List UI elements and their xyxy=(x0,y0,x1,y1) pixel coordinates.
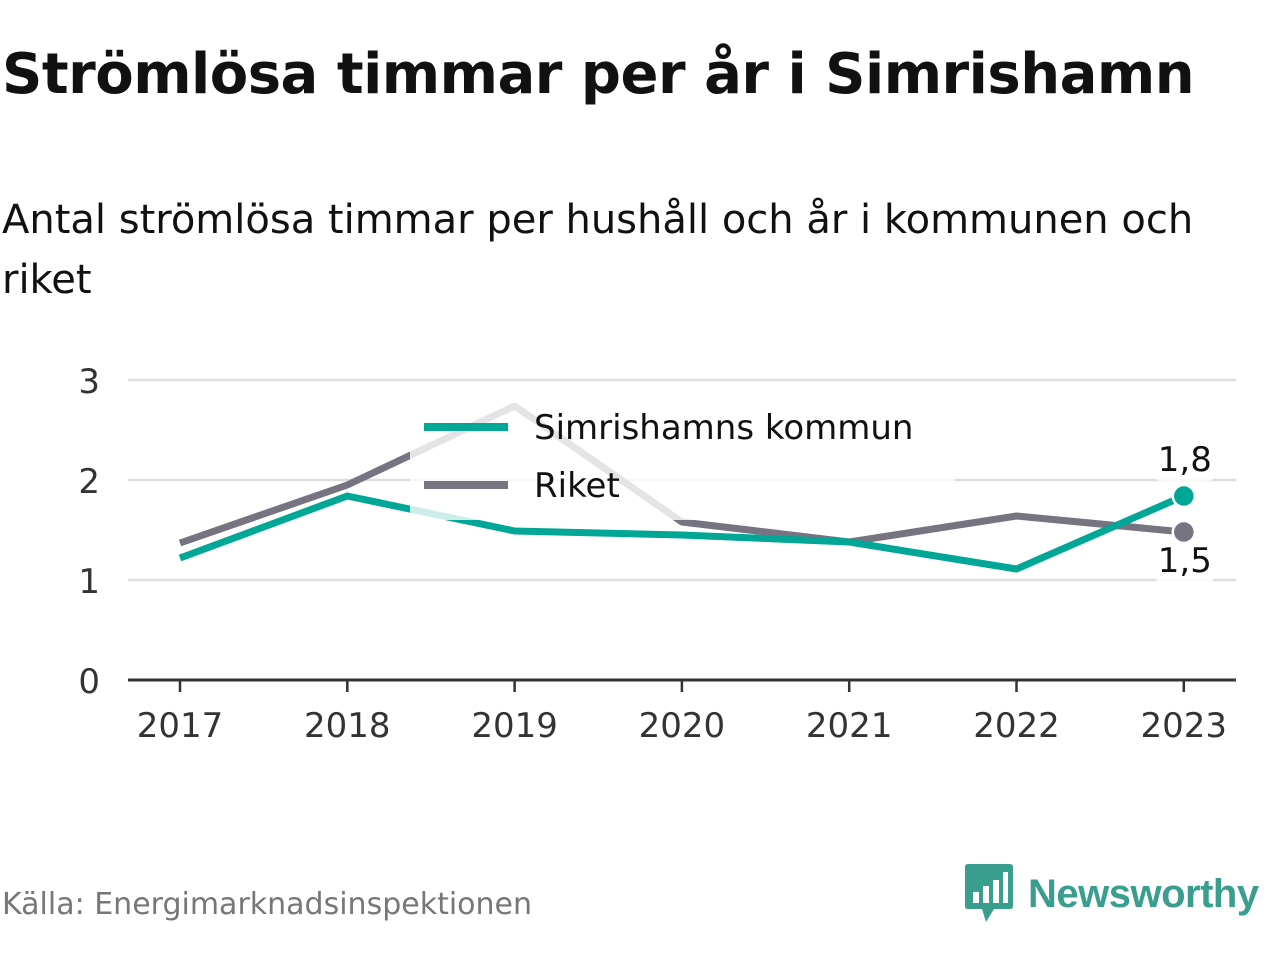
brand-logo: Newsworthy xyxy=(964,862,1259,926)
end-marker-simrishamn xyxy=(1171,483,1197,509)
end-value-label: 1,5 xyxy=(1158,541,1212,581)
y-tick-label: 3 xyxy=(78,362,100,402)
x-tick-label: 2019 xyxy=(471,706,558,746)
legend-label: Riket xyxy=(534,466,620,506)
end-marker-riket xyxy=(1171,519,1197,545)
y-tick-label: 2 xyxy=(78,462,100,502)
brand-name: Newsworthy xyxy=(1028,871,1259,916)
chart-subtitle: Antal strömlösa timmar per hushåll och å… xyxy=(2,197,1194,303)
x-tick-label: 2023 xyxy=(1141,706,1228,746)
x-axis: 2017 2018 2019 2020 2021 2022 2023 xyxy=(128,678,1236,746)
end-labels: 1,8 1,5 xyxy=(1154,440,1215,582)
y-tick-label: 1 xyxy=(78,562,100,602)
x-tick-label: 2021 xyxy=(806,706,893,746)
end-label-background xyxy=(1154,441,1215,481)
legend: Simrishamns kommun Riket xyxy=(410,400,955,520)
x-tick-label: 2018 xyxy=(304,706,391,746)
y-tick-label: 0 xyxy=(78,662,100,702)
series-line-simrishamn xyxy=(178,492,1186,573)
line-chart: 0 1 2 3 2017 2018 2019 2020 2021 2022 2023 Simris… xyxy=(78,362,1236,746)
x-tick-label: 2017 xyxy=(137,706,224,746)
newsworthy-logo-icon xyxy=(965,864,1013,922)
source-note: Källa: Energimarknadsinspektionen xyxy=(2,887,533,922)
legend-background xyxy=(410,400,955,520)
series-line-riket xyxy=(178,402,1185,547)
x-tick-label: 2022 xyxy=(973,706,1060,746)
legend-label: Simrishamns kommun xyxy=(534,408,913,448)
y-axis-ticks: 0 1 2 3 xyxy=(78,362,100,702)
end-label-background xyxy=(1154,542,1215,582)
series-lines xyxy=(178,402,1197,573)
chart-title: Strömlösa timmar per år i Simrishamn xyxy=(2,42,1195,107)
x-tick-label: 2020 xyxy=(639,706,726,746)
end-value-label: 1,8 xyxy=(1158,440,1212,480)
